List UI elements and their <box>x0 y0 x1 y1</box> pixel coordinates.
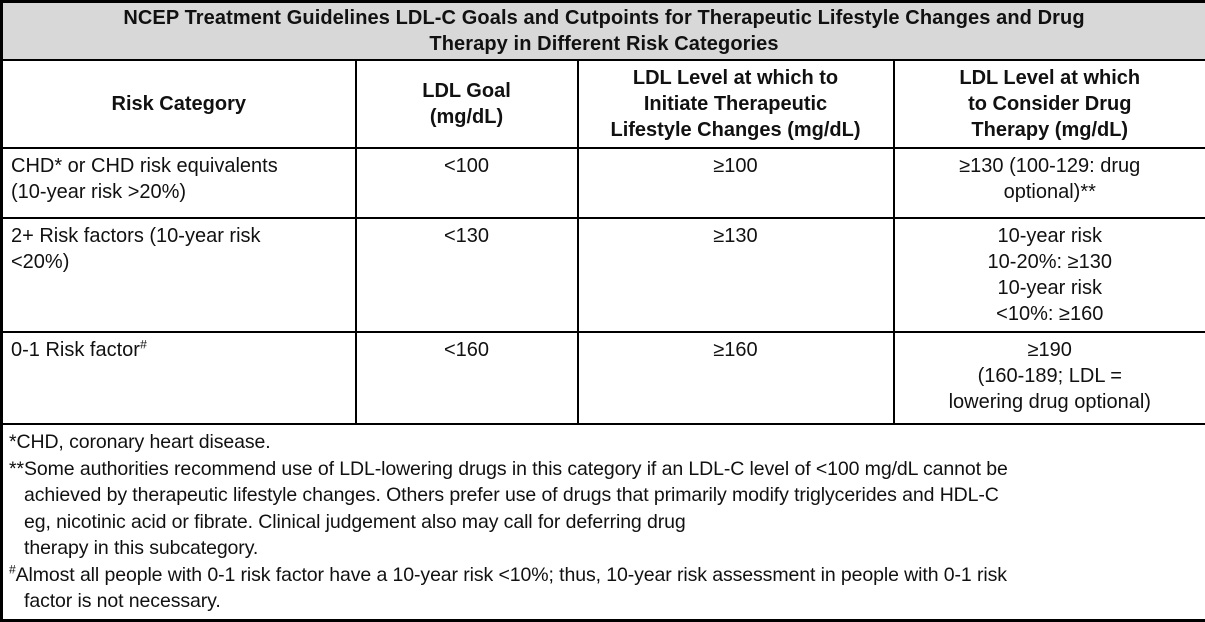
cell-tlc-level: ≥100 <box>578 148 894 218</box>
footnotes-section: *CHD, coronary heart disease. **Some aut… <box>2 424 1205 620</box>
cell-ldl-goal: <130 <box>356 218 578 332</box>
header-row: Risk Category LDL Goal (mg/dL) LDL Level… <box>2 60 1205 148</box>
cell-text: 2+ Risk factors (10-year risk <20%) <box>11 223 347 275</box>
column-header-text: Risk Category <box>9 91 349 117</box>
table-row-0-1-risk: 0-1 Risk factor# <160 ≥160 ≥190 (160-189… <box>2 332 1205 424</box>
table-row-2plus-risk: 2+ Risk factors (10-year risk <20%) <130… <box>2 218 1205 332</box>
cell-text: 10-year risk 10-20%: ≥130 10-year risk <… <box>903 223 1198 327</box>
cell-tlc-level: ≥160 <box>578 332 894 424</box>
footnote-almost-all: #Almost all people with 0-1 risk factor … <box>9 562 1197 615</box>
cell-text: CHD* or CHD risk equivalents (10-year ri… <box>11 153 347 205</box>
cell-text: ≥130 (100-129: drug optional)** <box>903 153 1198 205</box>
footnote-some-authorities: **Some authorities recommend use of LDL-… <box>9 456 1197 562</box>
cell-risk-category: 2+ Risk factors (10-year risk <20%) <box>2 218 356 332</box>
footnote-marker: # <box>9 562 16 576</box>
cell-drug-therapy: 10-year risk 10-20%: ≥130 10-year risk <… <box>894 218 1205 332</box>
footnote-chd: *CHD, coronary heart disease. <box>9 429 1197 456</box>
footnote-text: **Some authorities recommend use of LDL-… <box>9 458 1008 560</box>
title-row: NCEP Treatment Guidelines LDL-C Goals an… <box>2 2 1205 61</box>
cell-risk-category: CHD* or CHD risk equivalents (10-year ri… <box>2 148 356 218</box>
footnote-marker: # <box>140 337 147 351</box>
cell-ldl-goal: <160 <box>356 332 578 424</box>
table-row-chd: CHD* or CHD risk equivalents (10-year ri… <box>2 148 1205 218</box>
cell-risk-category: 0-1 Risk factor# <box>2 332 356 424</box>
footnote-row: *CHD, coronary heart disease. **Some aut… <box>2 424 1205 620</box>
column-header-tlc-level: LDL Level at which to Initiate Therapeut… <box>578 60 894 148</box>
column-header-risk-category: Risk Category <box>2 60 356 148</box>
cell-text: ≥190 (160-189; LDL = lowering drug optio… <box>903 337 1198 415</box>
table-title-text: NCEP Treatment Guidelines LDL-C Goals an… <box>13 5 1195 57</box>
column-header-drug-therapy-level: LDL Level at which to Consider Drug Ther… <box>894 60 1205 148</box>
footnote-text: Almost all people with 0-1 risk factor h… <box>16 564 1007 613</box>
cell-ldl-goal: <100 <box>356 148 578 218</box>
cell-drug-therapy: ≥130 (100-129: drug optional)** <box>894 148 1205 218</box>
cell-drug-therapy: ≥190 (160-189; LDL = lowering drug optio… <box>894 332 1205 424</box>
cell-text: 0-1 Risk factor <box>11 339 140 361</box>
cell-tlc-level: ≥130 <box>578 218 894 332</box>
table-title: NCEP Treatment Guidelines LDL-C Goals an… <box>2 2 1205 61</box>
column-header-text: LDL Level at which to Consider Drug Ther… <box>901 65 1200 143</box>
column-header-text: LDL Level at which to Initiate Therapeut… <box>585 65 887 143</box>
column-header-text: LDL Goal (mg/dL) <box>363 78 571 130</box>
column-header-ldl-goal: LDL Goal (mg/dL) <box>356 60 578 148</box>
